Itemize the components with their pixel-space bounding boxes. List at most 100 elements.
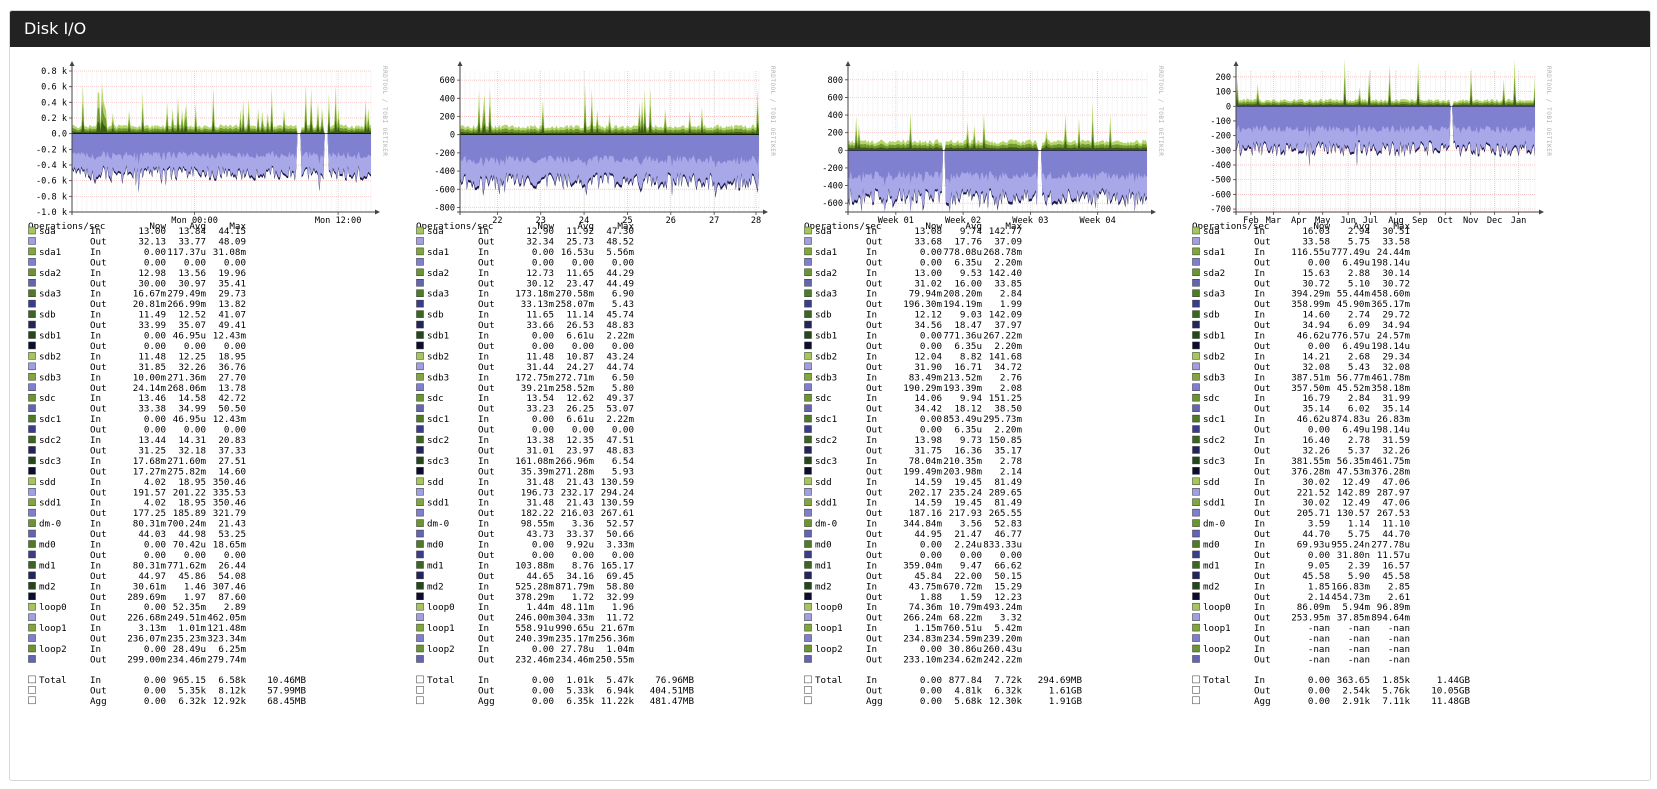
- in-now-value: 0.00: [532, 331, 554, 342]
- out-now-value: 17.27m: [133, 466, 167, 477]
- legend-swatch-in: [28, 477, 36, 486]
- out-max-value: 894.64m: [1371, 613, 1410, 624]
- out-max-value: 44.70: [1382, 529, 1410, 540]
- total-now-value: 0.00: [1308, 675, 1330, 686]
- in-avg-value: 9.73: [960, 435, 982, 446]
- in-now-value: 0.00: [920, 247, 942, 258]
- in-now-value: 1.15m: [914, 623, 942, 634]
- legend-swatch-out: [416, 404, 424, 412]
- device-name: sdb1: [39, 331, 61, 342]
- y-axis-arrow: [845, 61, 851, 66]
- direction-label: Out: [478, 466, 495, 477]
- disk-io-graph-week[interactable]: 600 400 200 0 -200 -400 -600 -800 22 23 24 25 26 27 28…: [416, 57, 816, 777]
- legend-swatch-out: [804, 550, 812, 559]
- x-axis-arrow: [1539, 209, 1544, 215]
- total-max-value: 5.76k: [1382, 685, 1410, 696]
- direction-label: In: [1254, 393, 1265, 404]
- out-max-value: 267.61: [601, 508, 634, 519]
- legend-swatch-out: [28, 529, 36, 538]
- out-max-value: 48.83: [606, 320, 634, 331]
- direction-label: In: [1254, 226, 1265, 237]
- out-avg-value: 1.72: [572, 592, 594, 603]
- out-max-value: 13.82: [218, 299, 246, 310]
- in-now-value: 10.00m: [133, 372, 167, 383]
- in-avg-value: 9.74: [960, 226, 983, 237]
- disk-io-graph-day[interactable]: 0.8 k 0.6 k 0.4 k 0.2 k 0.0 -0.2 k -0.4 k -0.6 …: [28, 57, 428, 777]
- legend-swatch-out: [28, 655, 36, 663]
- disk-io-graph-year[interactable]: 200 100 0 -100 -200 -300 -400 -500 -600 -700 Feb Ma…: [1192, 57, 1592, 777]
- direction-label: In: [90, 623, 101, 634]
- out-max-value: 37.09: [994, 236, 1022, 247]
- in-avg-value: 270.58m: [555, 289, 594, 300]
- rrdtool-watermark: RRDTOOL / TOBI OETIKER: [1545, 66, 1552, 156]
- x-tick-label: May: [1315, 216, 1331, 226]
- x-axis-arrow: [1151, 209, 1156, 215]
- y-tick-label: -300: [1210, 146, 1231, 156]
- in-max-value: 24.57m: [1377, 331, 1411, 342]
- in-avg-value: 18.95: [178, 477, 206, 488]
- legend-swatch-in: [1192, 331, 1200, 339]
- in-avg-value: 10.79m: [949, 602, 983, 613]
- legend-swatch-in: [804, 456, 812, 465]
- legend-swatch-in: [28, 519, 36, 527]
- in-max-value: 43.24: [606, 351, 634, 362]
- device-name: dm-0: [39, 519, 61, 530]
- graph-svg: 600 400 200 0 -200 -400 -600 -800 22 23 24 25 26 27 28…: [416, 61, 776, 707]
- direction-label: Out: [90, 487, 107, 498]
- in-now-value: 79.94m: [909, 289, 943, 300]
- direction-label: Out: [1254, 487, 1271, 498]
- in-now-value: -nan: [1308, 644, 1330, 655]
- legend-swatch-in: [804, 477, 812, 486]
- in-now-value: 12.90: [526, 226, 554, 237]
- direction-label: Out: [90, 383, 107, 394]
- in-now-value: 86.09m: [1297, 602, 1331, 613]
- legend-swatch-in: [1192, 477, 1200, 486]
- direction-label: In: [478, 644, 489, 655]
- out-avg-value: 5.43: [1348, 362, 1370, 373]
- in-now-value: 0.00: [920, 540, 942, 551]
- device-name: sdc3: [815, 456, 837, 467]
- legend-swatch-out: [1192, 550, 1200, 559]
- in-avg-value: 2.94: [1348, 226, 1371, 237]
- out-series-area-mid: [72, 133, 371, 165]
- total-volume-value: 10.05GB: [1431, 685, 1470, 696]
- direction-label: Out: [866, 257, 883, 268]
- out-avg-value: 0.00: [184, 550, 206, 561]
- total-avg-value: 5.33k: [566, 685, 594, 696]
- legend-swatch-out: [804, 320, 812, 329]
- disk-io-panel: Disk I/O 0.8 k 0.6 k 0.4 k 0.2 k 0.0 -0.2 k -0…: [9, 10, 1651, 781]
- direction-label: Out: [90, 425, 107, 436]
- y-tick-label: -1.0 k: [36, 208, 68, 218]
- direction-label: Out: [866, 634, 883, 645]
- direction-label: In: [90, 602, 101, 613]
- direction-label: Out: [90, 404, 107, 415]
- in-avg-value: 8.82: [960, 351, 982, 362]
- out-avg-value: 32.18: [178, 445, 206, 456]
- total-max-value: 7.72k: [994, 675, 1022, 686]
- out-now-value: 289.69m: [127, 592, 166, 603]
- total-avg-value: 877.84: [949, 675, 983, 686]
- out-now-value: 32.34: [526, 236, 554, 247]
- out-avg-value: 5.75: [1348, 236, 1370, 247]
- out-avg-value: 234.59m: [943, 634, 982, 645]
- device-name: sdc1: [39, 414, 61, 425]
- total-now-value: 0.00: [920, 675, 942, 686]
- direction-label: In: [866, 644, 877, 655]
- in-now-value: 11.49: [138, 310, 166, 321]
- out-avg-value: 185.89: [173, 508, 206, 519]
- direction-label: In: [90, 498, 101, 509]
- out-avg-value: 23.97: [566, 445, 594, 456]
- in-now-value: 13.00: [138, 226, 166, 237]
- in-max-value: 295.73m: [983, 414, 1022, 425]
- disk-io-graph-month[interactable]: 800 600 400 200 0 -200 -400 -600 Week 01 Week 02 W…: [804, 57, 1204, 777]
- out-now-value: -nan: [1308, 634, 1330, 645]
- in-now-value: 11.48: [526, 351, 554, 362]
- in-now-value: 98.55m: [521, 519, 555, 530]
- out-max-value: 32.99: [606, 592, 634, 603]
- legend-swatch-out: [1192, 529, 1200, 538]
- legend-swatch-out: [1192, 613, 1200, 621]
- legend-swatch-in: [416, 435, 424, 444]
- device-name: md2: [427, 581, 444, 592]
- device-name: sdb3: [427, 372, 449, 383]
- device-name: sdb2: [815, 351, 837, 362]
